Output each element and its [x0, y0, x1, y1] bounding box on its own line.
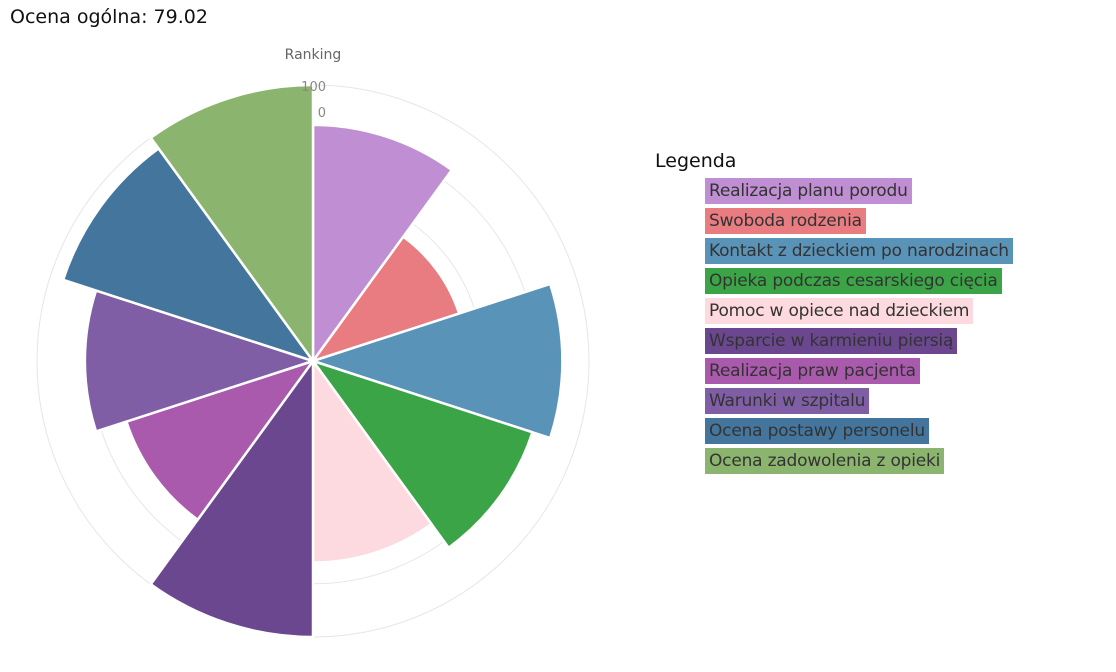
polar-area-chart: Ranking 100 0 [36, 47, 590, 639]
wedge-3[interactable] [311, 282, 564, 440]
wedge-2[interactable] [311, 235, 461, 363]
wedge-4[interactable] [311, 359, 534, 549]
legend: Legenda Realizacja planu porodu Swoboda r… [655, 150, 1013, 478]
wedge-9[interactable] [61, 147, 315, 363]
legend-item[interactable]: Realizacja praw pacjenta [705, 358, 920, 384]
legend-item[interactable]: Pomoc w opiece nad dzieckiem [705, 298, 974, 324]
wedge-8[interactable] [83, 289, 315, 433]
legend-item[interactable]: Realizacja planu porodu [705, 178, 912, 204]
wedge-6[interactable] [149, 359, 315, 639]
legend-item[interactable]: Opieka podczas cesarskiego cięcia [705, 268, 1002, 294]
legend-item[interactable]: Ocena postawy personelu [705, 418, 929, 444]
legend-item[interactable]: Ocena zadowolenia z opieki [705, 448, 945, 474]
wedge-7[interactable] [125, 359, 315, 521]
legend-item[interactable]: Swoboda rodzenia [705, 208, 866, 234]
legend-item[interactable]: Warunki w szpitalu [705, 388, 870, 414]
legend-item[interactable]: Kontakt z dzieckiem po narodzinach [705, 238, 1013, 264]
overall-score-value: 79.02 [153, 6, 208, 28]
chart-title: Ranking [285, 47, 342, 63]
wedge-10[interactable] [149, 83, 315, 363]
wedge-5[interactable] [311, 359, 433, 564]
overall-score: Ocena ogólna: 79.02 [10, 6, 208, 28]
legend-items: Realizacja planu porodu Swoboda rodzenia K… [705, 178, 1013, 474]
legend-item[interactable]: Wsparcie w karmieniu piersią [705, 328, 958, 354]
radial-tick-label: 100 [301, 80, 326, 95]
legend-title: Legenda [655, 150, 737, 172]
wedge-1[interactable] [311, 123, 454, 363]
overall-score-label: Ocena ogólna: [10, 6, 148, 28]
radial-tick-label: 0 [318, 106, 326, 121]
